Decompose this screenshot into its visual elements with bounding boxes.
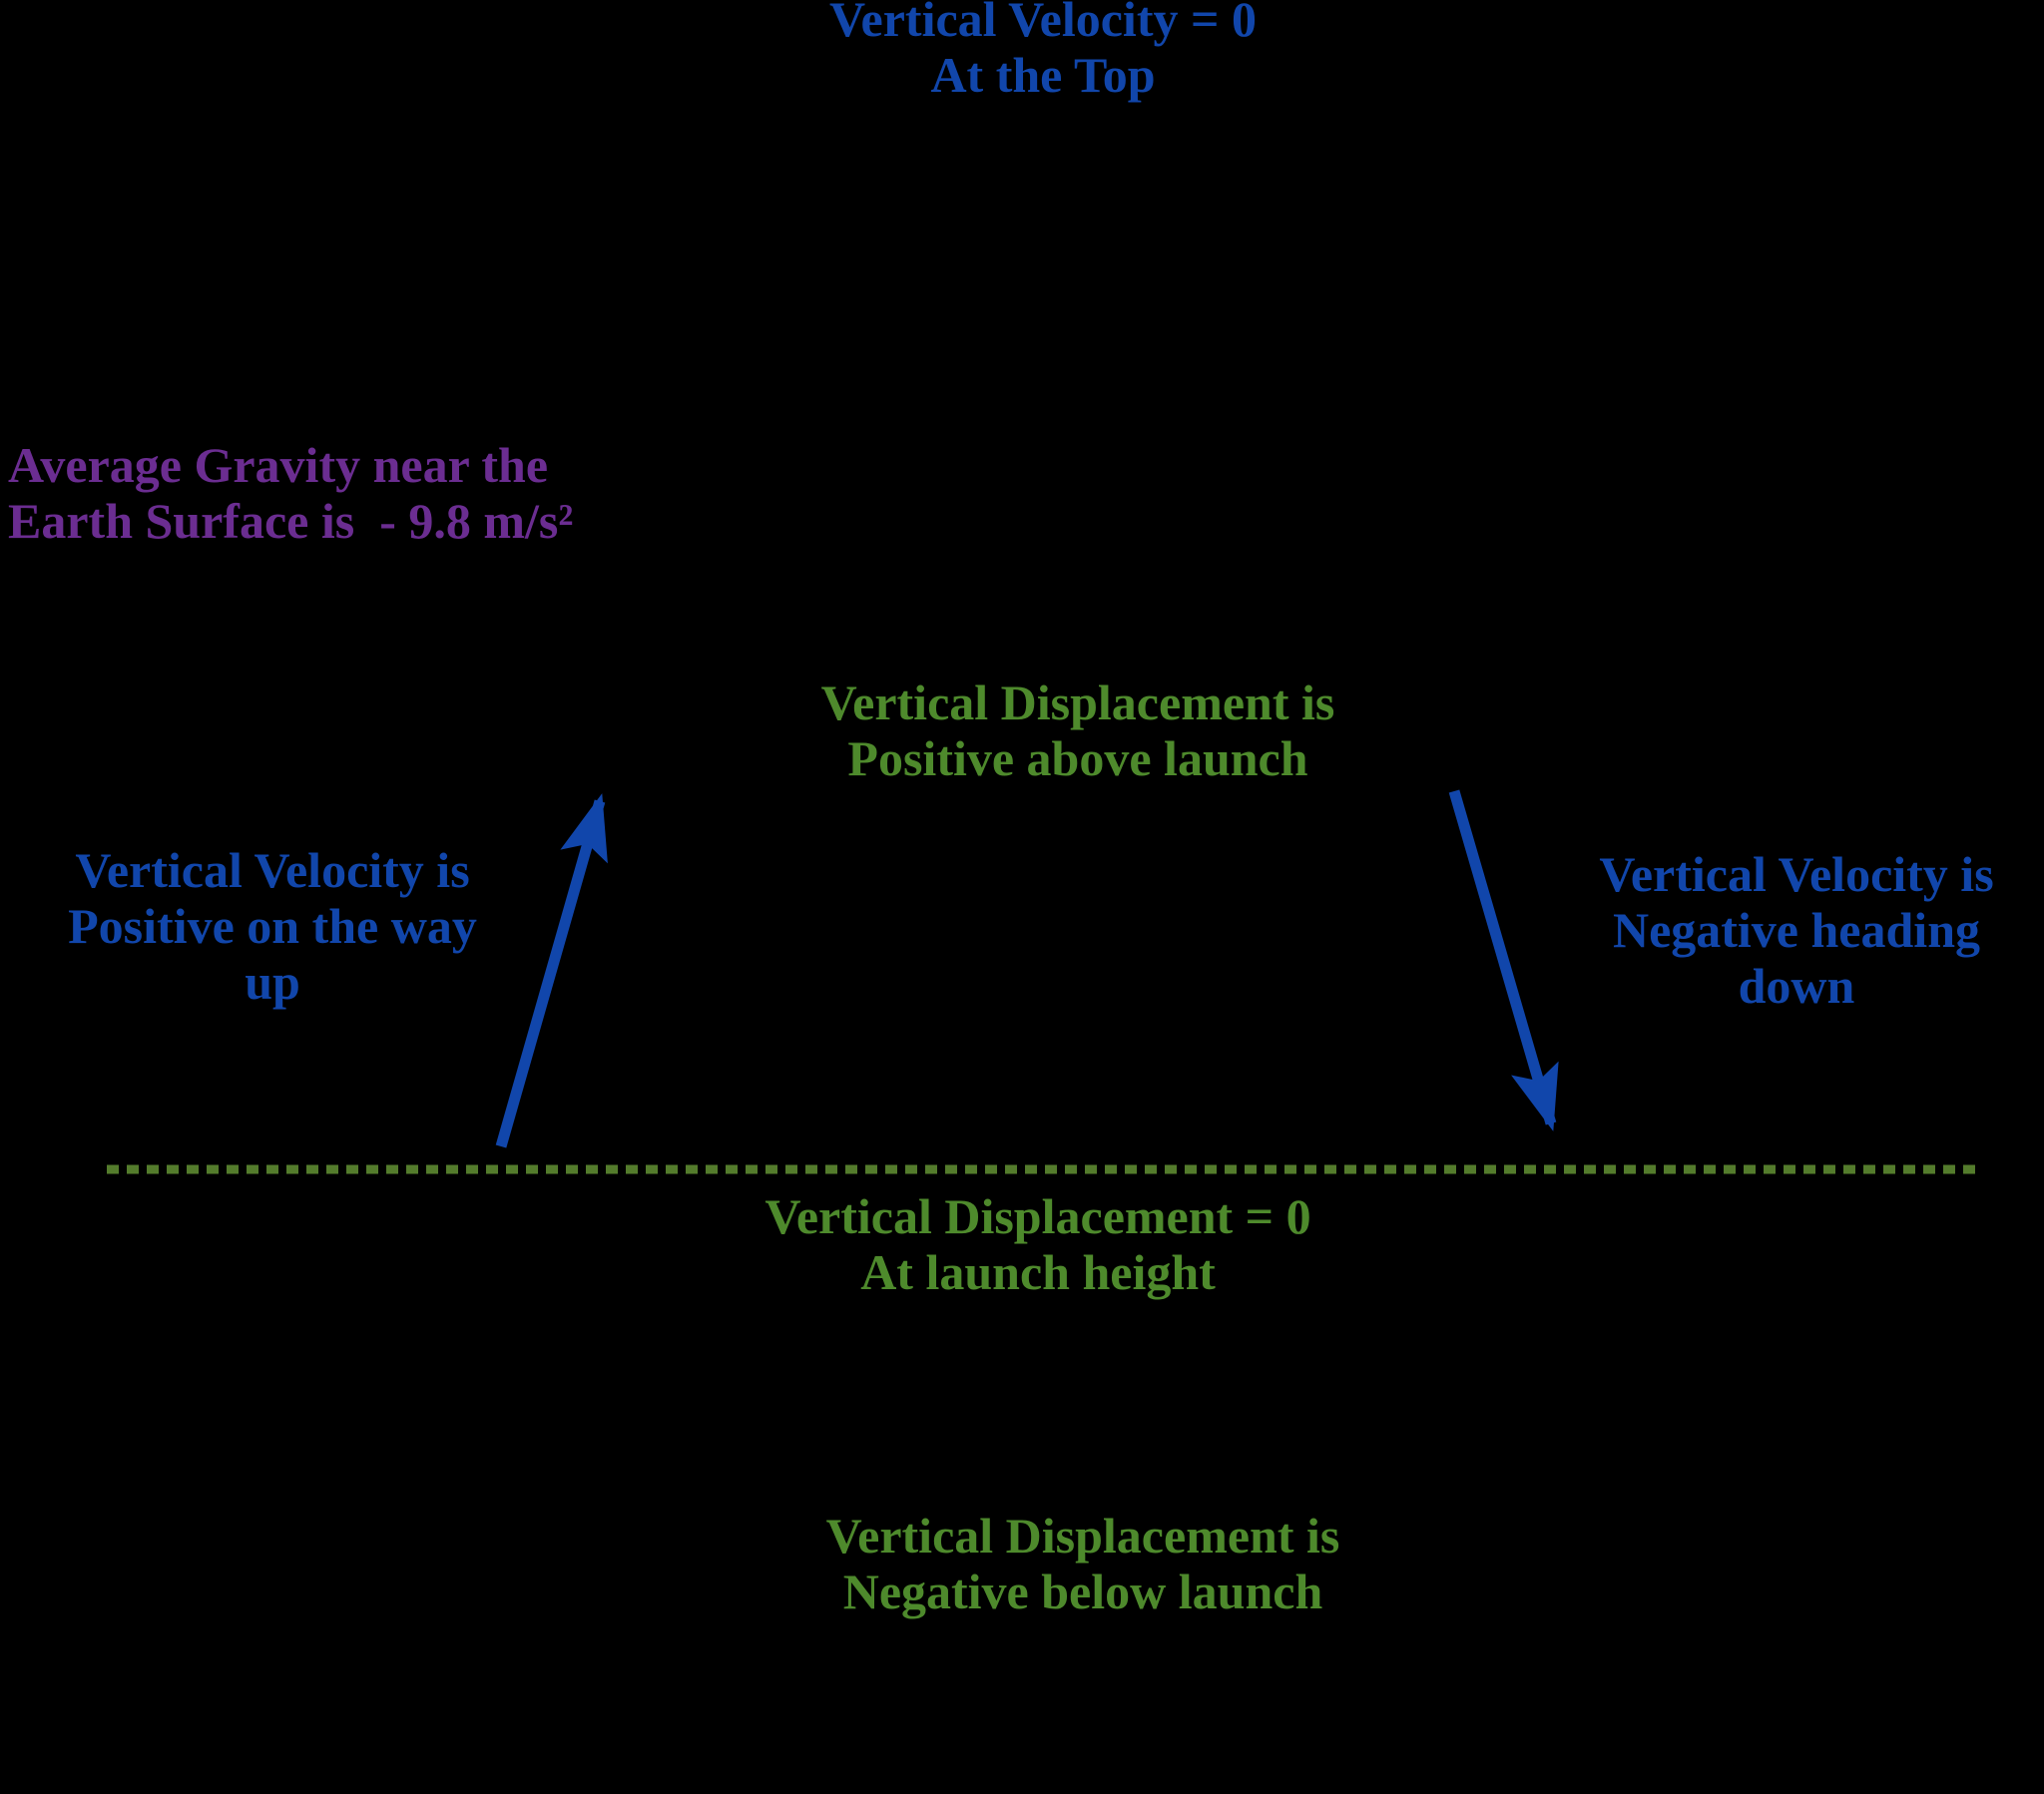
label-line: Vertical Displacement is	[820, 674, 1335, 730]
label-velocity-positive-up: Vertical Velocity is Positive on the way…	[38, 842, 507, 1010]
label-line: Vertical Velocity is	[75, 842, 470, 898]
label-line: Vertical Velocity = 0	[829, 0, 1257, 47]
label-displacement-negative: Vertical Displacement is Negative below …	[783, 1508, 1382, 1619]
label-line: Negative heading	[1612, 902, 1981, 958]
label-line: Negative below launch	[842, 1564, 1323, 1619]
label-line: Vertical Displacement is	[825, 1508, 1340, 1564]
down-arrow-icon	[1448, 789, 1559, 1131]
up-arrow-icon	[495, 793, 608, 1148]
label-line: At the Top	[930, 47, 1156, 103]
label-line: Vertical Velocity is	[1599, 846, 1994, 902]
label-line: Average Gravity near the	[8, 437, 549, 493]
label-line: Positive on the way	[68, 898, 477, 954]
label-line: down	[1738, 958, 1855, 1014]
label-line: Positive above launch	[847, 730, 1308, 786]
label-displacement-zero: Vertical Displacement = 0 At launch heig…	[739, 1188, 1337, 1300]
label-line: At launch height	[860, 1244, 1216, 1300]
label-line: Earth Surface is - 9.8 m/s²	[8, 493, 574, 549]
label-line: up	[245, 954, 300, 1010]
label-displacement-positive: Vertical Displacement is Positive above …	[778, 674, 1377, 786]
label-average-gravity: Average Gravity near the Earth Surface i…	[8, 437, 707, 549]
label-line: Vertical Displacement = 0	[765, 1188, 1311, 1244]
label-vertical-velocity-zero: Vertical Velocity = 0 At the Top	[744, 0, 1342, 103]
label-velocity-negative-down: Vertical Velocity is Negative heading do…	[1569, 846, 2024, 1014]
